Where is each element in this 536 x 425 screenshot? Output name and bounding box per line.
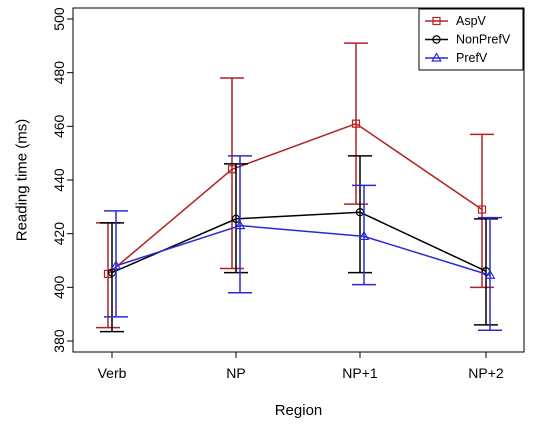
legend-item-nonprefv: NonPrefV	[425, 33, 511, 47]
data-point	[110, 260, 122, 270]
legend-label: NonPrefV	[456, 33, 511, 47]
x-tick-label: Verb	[98, 365, 127, 381]
series-line-prefv	[115, 224, 491, 276]
x-tick-label: NP	[226, 365, 245, 381]
y-tick-label: 420	[51, 222, 67, 246]
y-axis-title: Reading time (ms)	[14, 119, 31, 242]
data-point	[477, 205, 487, 214]
legend-item-prefv: PrefV	[425, 51, 488, 65]
y-tick-label: 500	[51, 7, 67, 31]
series-aspv	[96, 42, 494, 329]
legend-label: AspV	[456, 14, 487, 28]
data-point	[484, 269, 496, 279]
x-axis-title: Region	[275, 402, 323, 419]
series-nonprefv	[100, 155, 498, 333]
y-tick-label: 440	[51, 168, 67, 192]
legend-item-aspv: AspV	[425, 14, 487, 28]
legend-label: PrefV	[456, 51, 488, 65]
data-point	[358, 230, 370, 240]
x-tick-label: NP+2	[468, 365, 504, 381]
y-tick-label: 380	[51, 329, 67, 353]
series-prefv	[104, 155, 502, 332]
legend: AspV NonPrefV PrefV	[418, 8, 524, 71]
series-line-aspv	[107, 122, 483, 275]
legend-marker	[432, 35, 441, 44]
y-tick-label: 480	[51, 61, 67, 85]
data-point	[351, 119, 361, 128]
x-tick-label: NP+1	[342, 365, 378, 381]
data-point	[234, 219, 246, 230]
y-tick-label: 400	[51, 275, 67, 299]
legend-marker	[431, 52, 442, 62]
series-line-nonprefv	[111, 211, 487, 274]
legend-marker	[432, 16, 441, 26]
y-tick-label: 460	[51, 114, 67, 138]
